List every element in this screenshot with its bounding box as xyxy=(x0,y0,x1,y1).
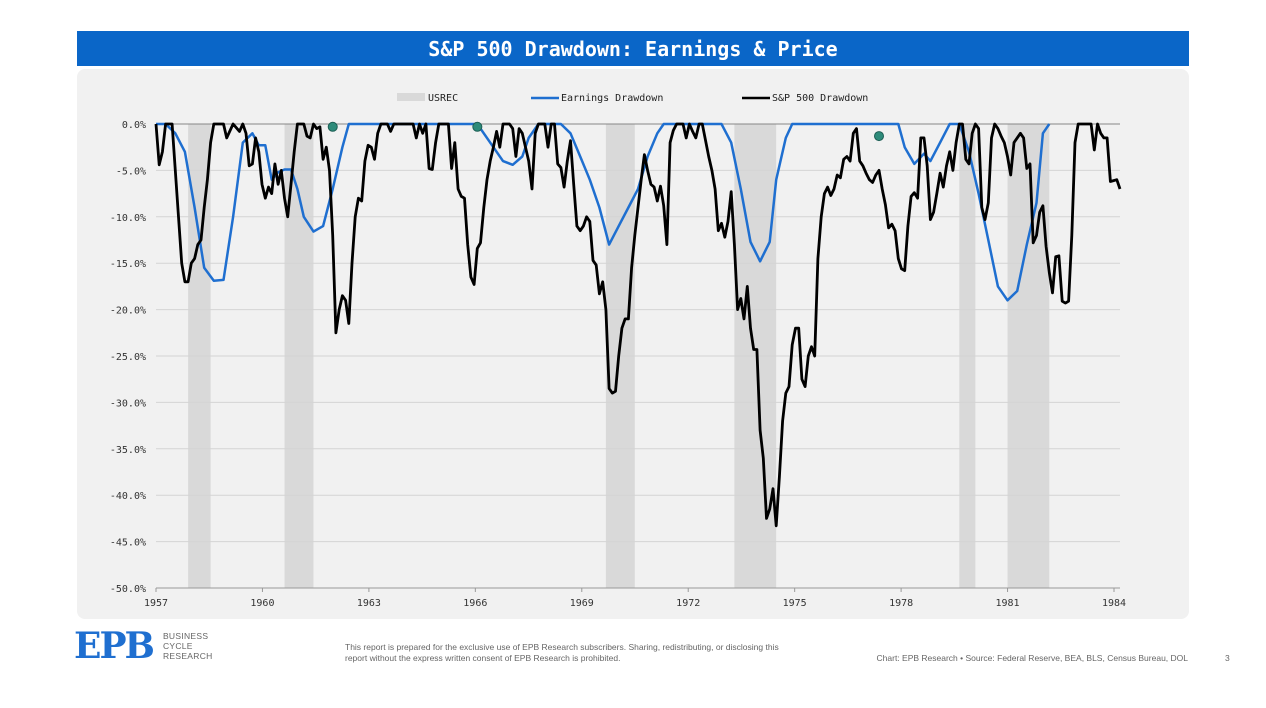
page-number: 3 xyxy=(1225,653,1230,663)
y-tick-label: -10.0% xyxy=(110,213,146,224)
x-tick-label: 1975 xyxy=(783,598,807,609)
x-tick-label: 1972 xyxy=(676,598,700,609)
y-tick-label: -20.0% xyxy=(110,306,146,317)
logo-line-1: BUSINESS xyxy=(162,631,209,641)
x-tick-label: 1969 xyxy=(570,598,594,609)
chart-title: S&P 500 Drawdown: Earnings & Price xyxy=(428,36,838,61)
drawdown-chart: 0.0% -5.0% -10.0% -15.0% -20.0% -25.0% -30.0% -… xyxy=(110,93,1126,609)
y-tick-label: -30.0% xyxy=(110,398,146,409)
x-tick-label: 1966 xyxy=(463,598,487,609)
legend-label-sp500: S&P 500 Drawdown xyxy=(772,93,868,104)
peak-marker xyxy=(327,121,338,132)
y-tick-label: -40.0% xyxy=(110,491,146,502)
x-tick-label: 1963 xyxy=(357,598,381,609)
logo-line-3: RESEARCH xyxy=(162,651,213,661)
logo-line-2: CYCLE xyxy=(162,641,193,651)
logo-text: BUSINESS CYCLE RESEARCH xyxy=(163,631,213,661)
chart-title-bar: S&P 500 Drawdown: Earnings & Price xyxy=(77,31,1189,66)
y-tick-label: 0.0% xyxy=(122,120,146,131)
x-tick-label: 1984 xyxy=(1102,598,1126,609)
legend-swatch-usrec xyxy=(397,93,425,101)
x-tick-label: 1957 xyxy=(144,598,168,609)
legend-label-earnings: Earnings Drawdown xyxy=(561,93,663,104)
logo-mark: EPB xyxy=(74,625,155,667)
disclaimer-text: This report is prepared for the exclusiv… xyxy=(345,642,779,663)
legend-label-usrec: USREC xyxy=(428,93,458,104)
peak-marker xyxy=(472,121,483,132)
epb-logo: EPB BUSINESS CYCLE RESEARCH xyxy=(74,628,213,664)
y-tick-label: -5.0% xyxy=(116,166,146,177)
y-tick-label: -15.0% xyxy=(110,259,146,270)
source-text: Chart: EPB Research • Source: Federal Re… xyxy=(876,653,1188,663)
peak-marker xyxy=(874,131,884,142)
sp500-drawdown-line xyxy=(154,122,1122,528)
x-tick-label: 1978 xyxy=(889,598,913,609)
y-tick-label: -50.0% xyxy=(110,584,146,595)
y-tick-label: -45.0% xyxy=(110,538,146,549)
y-tick-label: -25.0% xyxy=(110,352,146,363)
earnings-drawdown-line xyxy=(156,122,1051,302)
x-tick-label: 1960 xyxy=(250,598,274,609)
y-tick-label: -35.0% xyxy=(110,445,146,456)
x-tick-label: 1981 xyxy=(996,598,1020,609)
